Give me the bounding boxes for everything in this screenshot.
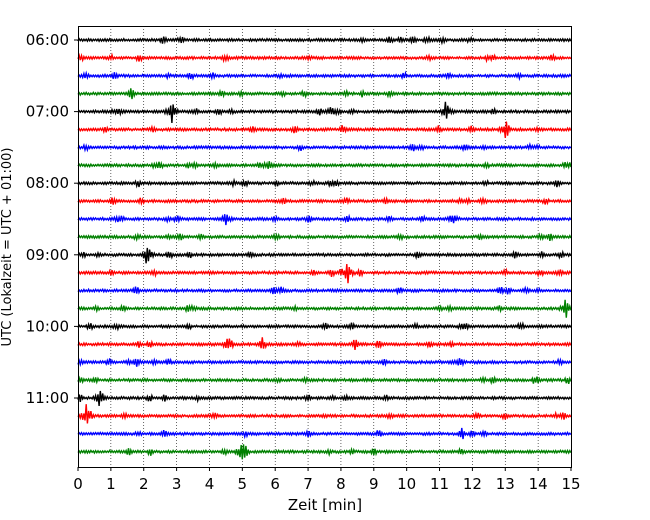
trace-row-10:45 [77,375,572,386]
trace-row-11:15 [77,404,572,424]
x-tick-label: 1 [106,475,116,493]
y-axis-ticks: 06:00 07:00 08:00 09:00 10:00 11:00 [26,31,78,407]
x-tick-label: 9 [369,475,379,493]
x-tick-label: 12 [463,475,482,493]
trace-row-11:00 [77,390,572,406]
y-tick-label: 09:00 [26,246,69,264]
y-tick-label: 10:00 [26,317,69,335]
plot-frame [78,26,572,468]
x-tick-label: 8 [336,475,346,493]
y-tick-label: 08:00 [26,174,69,192]
trace-row-08:30 [77,213,572,226]
y-tick-label: 07:00 [26,103,69,121]
trace-row-07:00 [77,101,572,124]
trace-row-06:15 [77,52,572,64]
trace-row-09:00 [77,247,572,264]
x-axis-ticks: 0 1 2 3 4 5 6 7 8 9 10 11 12 13 14 15 [73,467,581,493]
y-axis-label: UTC (Lokalzeit = UTC + 01:00) [0,148,15,347]
trace-row-11:45 [77,444,572,460]
trace-row-08:00 [77,177,572,189]
x-tick-label: 3 [172,475,182,493]
trace-row-07:45 [77,160,572,171]
trace-row-06:00 [77,34,572,46]
seismic-traces [77,34,572,460]
x-axis-label: Zeit [min] [288,496,362,514]
y-tick-label: 06:00 [26,31,69,49]
x-tick-label: 15 [561,475,580,493]
trace-row-06:30 [77,70,572,82]
trace-row-06:45 [77,88,572,100]
x-tick-label: 6 [270,475,280,493]
x-tick-label: 2 [139,475,149,493]
x-tick-label: 10 [397,475,416,493]
x-tick-label: 11 [430,475,449,493]
y-tick-label: 11:00 [26,389,69,407]
x-tick-label: 14 [529,475,548,493]
x-tick-label: 7 [303,475,313,493]
trace-row-09:15 [77,263,572,284]
trace-row-10:00 [77,321,572,332]
trace-row-07:30 [77,142,572,153]
trace-row-10:15 [77,337,572,350]
trace-row-11:30 [77,427,572,440]
trace-row-10:30 [77,357,572,368]
trace-row-08:45 [77,232,572,243]
x-tick-label: 5 [238,475,248,493]
trace-row-08:15 [77,195,572,207]
trace-row-09:45 [77,299,572,318]
x-tick-label: 0 [73,475,83,493]
grid-lines [110,26,539,467]
x-tick-label: 4 [205,475,215,493]
trace-row-07:15 [77,121,572,138]
trace-row-09:30 [77,285,572,296]
x-tick-label: 13 [496,475,515,493]
